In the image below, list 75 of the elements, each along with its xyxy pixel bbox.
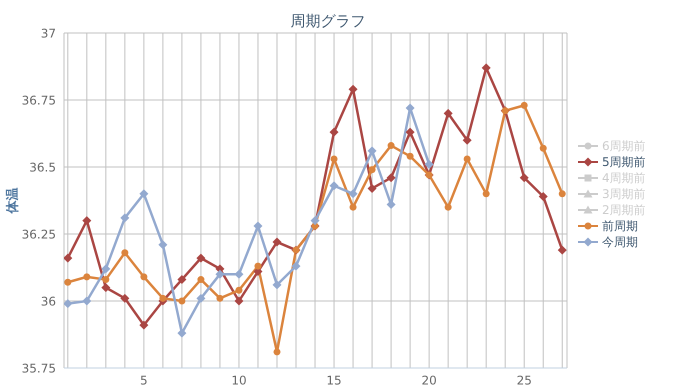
point — [520, 102, 528, 109]
x-tick-label: 5 — [140, 374, 148, 388]
point — [82, 216, 92, 226]
point — [64, 278, 72, 286]
point — [330, 181, 339, 190]
legend-label: 今周期 — [602, 234, 638, 250]
point — [139, 320, 148, 330]
chart-title: 周期グラフ — [290, 12, 366, 30]
point — [196, 294, 206, 303]
point — [64, 254, 72, 263]
point — [292, 262, 301, 271]
x-tick-label: 20 — [421, 374, 437, 388]
point — [464, 155, 471, 162]
y-tick-label: 35.75 — [22, 361, 56, 376]
point — [158, 240, 168, 250]
point — [273, 348, 280, 356]
point — [538, 192, 548, 201]
point — [368, 166, 376, 174]
y-tick-label: 36.5 — [29, 160, 56, 174]
point — [444, 204, 452, 211]
point — [388, 142, 395, 150]
y-tick-label: 36.75 — [22, 93, 56, 108]
point — [102, 276, 110, 284]
point — [178, 298, 186, 304]
y-tick-label: 36.25 — [22, 227, 56, 242]
x-tick-label: 10 — [231, 374, 247, 388]
point — [159, 294, 166, 302]
point — [330, 128, 339, 137]
point — [444, 108, 453, 118]
point — [82, 296, 92, 306]
point — [368, 184, 377, 193]
point — [196, 254, 206, 263]
point — [177, 275, 186, 284]
point — [406, 152, 414, 160]
y-tick-label: 36 — [40, 294, 56, 308]
point — [558, 190, 566, 198]
point — [330, 155, 338, 162]
point — [254, 262, 262, 270]
point — [350, 204, 357, 211]
point — [482, 190, 490, 198]
point — [348, 189, 358, 198]
y-tick-label: 37 — [40, 26, 56, 40]
x-tick-label: 15 — [326, 374, 342, 388]
point — [139, 189, 148, 198]
point — [120, 294, 130, 303]
legend-label: 前周期 — [602, 218, 638, 234]
point — [406, 128, 415, 137]
point — [482, 63, 491, 72]
point — [462, 136, 472, 145]
point — [177, 328, 186, 338]
point — [272, 238, 282, 247]
point — [234, 296, 244, 306]
point — [120, 213, 130, 222]
point — [83, 273, 90, 280]
point — [101, 264, 110, 274]
point — [558, 246, 567, 255]
point — [64, 299, 72, 308]
legend-label: 5周期前 — [602, 154, 646, 170]
point — [272, 280, 282, 290]
point — [197, 276, 204, 284]
point — [140, 273, 148, 280]
y-axis-title: 体温 — [6, 188, 21, 214]
point — [215, 270, 224, 279]
point — [121, 249, 128, 256]
point — [424, 160, 434, 169]
point — [520, 173, 529, 182]
point — [386, 173, 396, 182]
point — [101, 283, 110, 292]
point — [310, 216, 320, 226]
point — [253, 221, 262, 230]
point — [368, 146, 377, 156]
point — [235, 286, 242, 294]
point — [216, 294, 224, 302]
point — [540, 144, 547, 152]
x-tick-label: 25 — [516, 374, 532, 388]
